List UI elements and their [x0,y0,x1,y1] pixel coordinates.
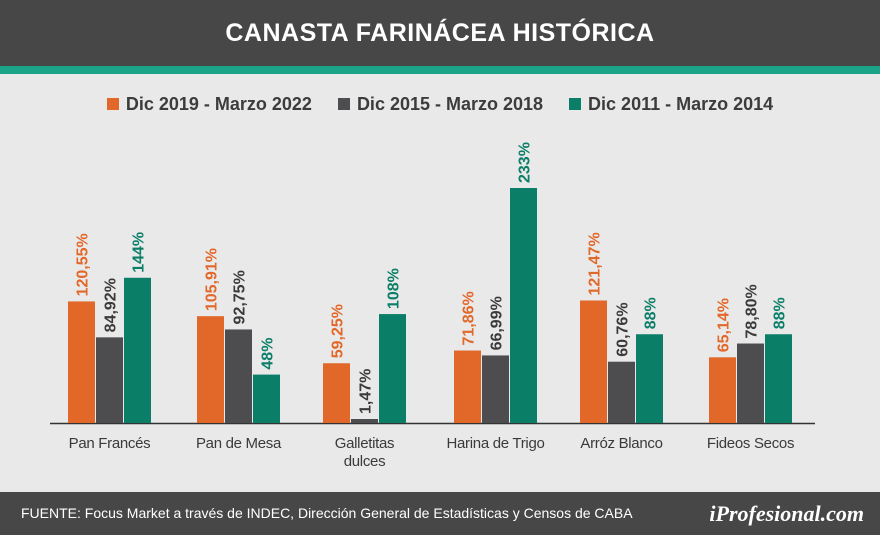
bar-dic-2011 [636,334,663,423]
iprofesional-logo[interactable]: iProfesional.com [709,501,864,526]
category-label: Harina de Trigo [446,435,544,452]
footer-bar: FUENTE: Focus Market a través de INDEC, … [0,492,880,535]
bar-dic-2011 [379,314,406,423]
category-label: Fideos Secos [707,435,794,452]
data-label: 88% [772,297,789,329]
legend-swatch-orange [106,98,119,110]
data-label: 66,99% [489,296,506,350]
data-label: 108% [386,268,403,309]
bar-dic-2011 [124,277,151,423]
data-label: 59,25% [330,304,347,358]
legend-item-dic-2015: Dic 2015 - Marzo 2018 [337,93,544,115]
category-label: Arróz Blanco [580,435,662,452]
bar-dic-2019 [454,350,481,423]
data-label: 84,92% [103,278,120,332]
data-label: 60,76% [615,302,632,356]
data-label: 78,80% [744,284,761,338]
bar-dic-2011 [510,188,537,423]
legend: Dic 2019 - Marzo 2022 Dic 2015 - Marzo 2… [0,92,880,116]
header-bar [0,0,880,66]
data-label: 233% [517,142,534,183]
bar-dic-2015 [482,355,509,423]
data-label: 48% [260,338,277,370]
bar-dic-2011 [253,374,280,423]
bar-dic-2015 [737,343,764,423]
legend-item-dic-2019: Dic 2019 - Marzo 2022 [106,93,312,115]
data-label: 105,91% [204,248,221,311]
bar-dic-2019 [709,357,736,423]
data-label: 1,47% [358,369,375,414]
data-label: 65,14% [716,298,733,352]
legend-item-dic-2011: Dic 2011 - Marzo 2014 [569,94,773,115]
data-label: 88% [643,297,660,329]
bar-dic-2019 [580,300,607,423]
data-label: 92,75% [232,270,249,324]
legend-label: Dic 2019 - Marzo 2022 [125,93,312,114]
data-label: 120,55% [75,233,92,296]
bar-dic-2011 [765,334,792,423]
chart-title: CANASTA FARINÁCEA HISTÓRICA [225,19,655,47]
bar-dic-2015 [96,337,123,423]
bar-dic-2015 [351,419,378,423]
category-label: Galletitas [335,435,395,452]
bar-dic-2019 [68,301,95,423]
bar-dic-2019 [197,316,224,423]
bar-dic-2015 [225,329,252,423]
data-label: 144% [131,232,148,273]
bar-dic-2019 [323,363,350,423]
header-accent-stripe [0,66,880,74]
footer-source-text: FUENTE: Focus Market a través de INDEC, … [21,505,633,521]
legend-label: Dic 2015 - Marzo 2018 [356,93,544,114]
legend-label: Dic 2011 - Marzo 2014 [588,93,774,114]
category-label: Pan de Mesa [196,435,282,452]
legend-swatch-gray [337,98,350,110]
data-label: 71,86% [461,291,478,345]
bar-chart: 120,55% 84,92% 144% Pan Francés 105,91% 92,75… [50,142,815,470]
category-label: dulces [344,453,386,470]
legend-swatch-green [569,98,582,110]
data-label: 121,47% [587,232,604,295]
category-label: Pan Francés [69,435,151,452]
bar-dic-2015 [608,361,635,423]
